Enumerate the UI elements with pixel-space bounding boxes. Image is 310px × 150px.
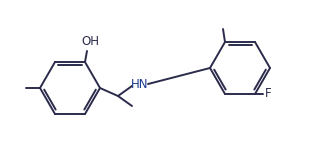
Text: OH: OH <box>81 35 99 48</box>
Text: HN: HN <box>131 78 149 90</box>
Text: F: F <box>265 87 272 100</box>
